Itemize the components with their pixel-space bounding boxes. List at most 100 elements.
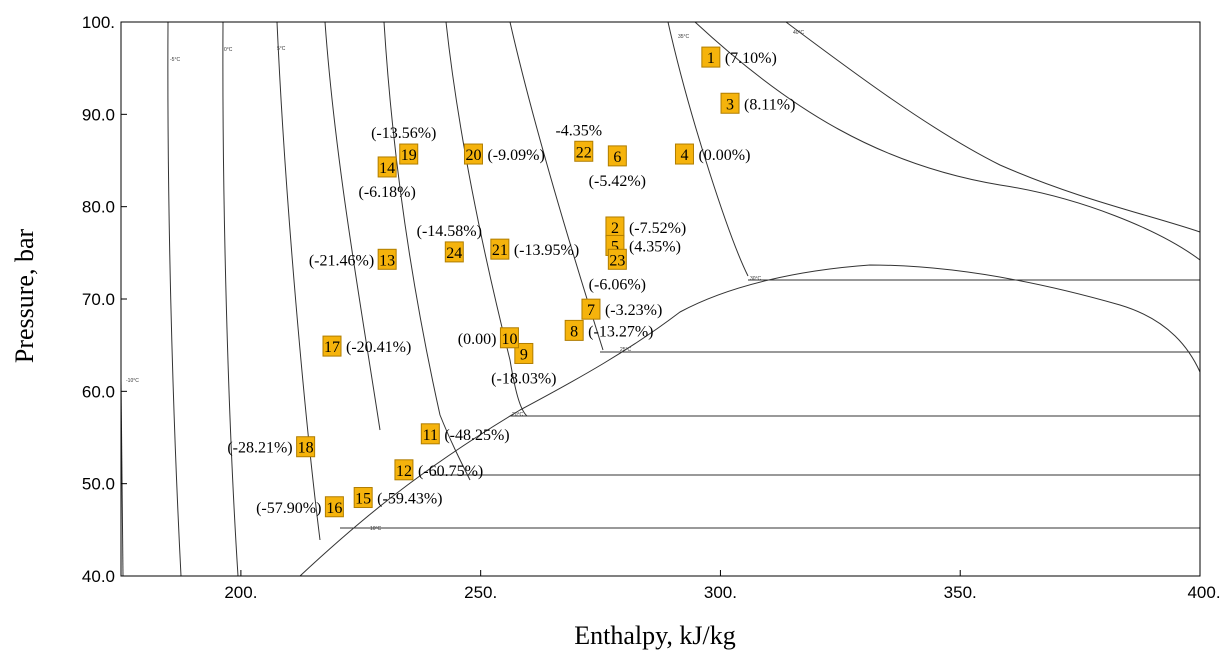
point-percentage-label: (0.00) bbox=[458, 331, 497, 348]
point-marker bbox=[607, 248, 627, 270]
y-tick-label: 40.0 bbox=[82, 567, 115, 586]
isotherm-label: 20°C bbox=[512, 412, 524, 418]
isotherm-label: 25°C bbox=[620, 347, 632, 353]
point-id-label: 9 bbox=[520, 346, 528, 363]
point-percentage-label: (-6.06%) bbox=[589, 276, 646, 293]
point-marker bbox=[674, 143, 694, 165]
point-percentage-label: (8.11%) bbox=[744, 96, 795, 113]
isotherm-line bbox=[667, 21, 749, 277]
isotherm-line bbox=[694, 21, 1201, 261]
data-point-13: 13 (-21.46%) bbox=[309, 248, 397, 270]
point-percentage-label: (-3.23%) bbox=[605, 302, 662, 319]
point-marker bbox=[322, 335, 342, 357]
point-marker bbox=[420, 423, 440, 445]
point-marker bbox=[377, 156, 397, 178]
point-id-label: 3 bbox=[726, 96, 734, 113]
data-point-23: 23 (-6.06%) bbox=[589, 248, 646, 293]
point-percentage-label: -4.35% bbox=[555, 122, 602, 139]
point-marker bbox=[499, 327, 519, 349]
point-percentage-label: (-6.18%) bbox=[358, 184, 415, 201]
point-id-label: 24 bbox=[446, 245, 462, 262]
data-point-12: 12 (-60.75%) bbox=[394, 459, 483, 481]
point-marker bbox=[463, 143, 483, 165]
isotherm-label: 0°C bbox=[224, 47, 233, 53]
data-point-6: 6 (-5.42%) bbox=[589, 145, 646, 190]
point-percentage-label: (-21.46%) bbox=[309, 252, 374, 269]
point-percentage-label: (-60.75%) bbox=[418, 463, 483, 480]
y-tick-label: 100. bbox=[82, 13, 115, 32]
point-id-label: 19 bbox=[401, 147, 417, 164]
y-tick-label: 70.0 bbox=[82, 290, 115, 309]
point-id-label: 23 bbox=[609, 252, 625, 269]
point-percentage-label: (-7.52%) bbox=[629, 220, 686, 237]
data-point-14: 14 (-6.18%) bbox=[358, 156, 416, 201]
data-points: 1 (7.10%) 2 (-7.52%) 3 (8.11%) 4 (0.00%) 5 (4.35%… bbox=[227, 46, 795, 518]
x-tick-label: 400. bbox=[1187, 583, 1220, 602]
point-percentage-label: (-5.42%) bbox=[589, 173, 646, 190]
data-point-3: 3 (8.11%) bbox=[720, 92, 795, 114]
point-id-label: 7 bbox=[587, 302, 595, 319]
point-id-label: 1 bbox=[707, 50, 715, 67]
data-point-20: 20 (-9.09%) bbox=[463, 143, 545, 165]
isotherm-label: 35°C bbox=[678, 34, 690, 40]
point-percentage-label: (-13.56%) bbox=[371, 125, 436, 142]
point-percentage-label: (-18.03%) bbox=[491, 370, 556, 387]
x-tick-label: 350. bbox=[944, 583, 977, 602]
data-point-18: 18 (-28.21%) bbox=[227, 436, 316, 458]
point-percentage-label: (-13.27%) bbox=[588, 323, 653, 340]
data-point-19: 19 (-13.56%) bbox=[371, 125, 436, 165]
point-id-label: 4 bbox=[680, 147, 688, 164]
point-id-label: 2 bbox=[611, 220, 619, 237]
point-marker bbox=[607, 145, 627, 167]
plot-frame bbox=[120, 21, 1201, 577]
point-id-label: 22 bbox=[576, 144, 592, 161]
isotherm-label: 5°C bbox=[277, 46, 286, 52]
data-point-15: 15 (-59.43%) bbox=[353, 487, 442, 509]
data-point-24: 24 (-14.58%) bbox=[417, 223, 482, 263]
data-point-2: 2 (-7.52%) bbox=[605, 216, 686, 238]
point-id-label: 5 bbox=[611, 238, 619, 255]
data-point-17: 17 (-20.41%) bbox=[322, 335, 411, 357]
point-marker bbox=[399, 143, 419, 165]
point-percentage-label: (-13.95%) bbox=[514, 242, 579, 259]
point-id-label: 18 bbox=[298, 440, 314, 457]
point-marker bbox=[581, 298, 601, 320]
point-id-label: 20 bbox=[465, 147, 481, 164]
y-tick-label: 60.0 bbox=[82, 382, 115, 401]
isotherm-line bbox=[324, 21, 381, 431]
point-id-label: 6 bbox=[613, 149, 621, 166]
isotherm-label: 10°C bbox=[370, 526, 382, 532]
point-id-label: 12 bbox=[396, 463, 412, 480]
isotherm-line bbox=[222, 21, 239, 577]
point-percentage-label: (4.35%) bbox=[629, 238, 681, 255]
data-point-4: 4 (0.00%) bbox=[674, 143, 750, 165]
isotherm-label: 30°C bbox=[750, 276, 762, 282]
data-point-9: 9 (-18.03%) bbox=[491, 342, 556, 387]
plot-border bbox=[120, 21, 1201, 577]
point-marker bbox=[324, 496, 344, 518]
y-tick-label: 90.0 bbox=[82, 105, 115, 124]
point-id-label: 17 bbox=[324, 339, 340, 356]
isotherm-curves: -5°C 0°C 5°C 10°C 20°C 25°C 30°C 35°C 40°C -10°C bbox=[120, 21, 1201, 577]
point-marker bbox=[353, 487, 373, 509]
point-percentage-label: (-14.58%) bbox=[417, 223, 482, 240]
data-point-1: 1 (7.10%) bbox=[701, 46, 777, 68]
data-point-7: 7 (-3.23%) bbox=[581, 298, 662, 320]
x-tick-label: 300. bbox=[704, 583, 737, 602]
point-percentage-label: (7.10%) bbox=[725, 50, 777, 67]
isotherm-label: 40°C bbox=[793, 30, 805, 36]
point-id-label: 13 bbox=[379, 252, 395, 269]
isotherm-line bbox=[785, 21, 1201, 233]
isotherm-label: -10°C bbox=[126, 378, 139, 384]
point-marker bbox=[296, 436, 316, 458]
x-tick-label: 250. bbox=[464, 583, 497, 602]
point-marker bbox=[394, 459, 414, 481]
data-point-11: 11 (-48.25%) bbox=[420, 423, 510, 445]
point-percentage-label: (-9.09%) bbox=[487, 147, 544, 164]
point-percentage-label: (-48.25%) bbox=[444, 427, 509, 444]
isotherm-line bbox=[299, 264, 1201, 577]
point-marker bbox=[720, 92, 740, 114]
data-point-22: 22 -4.35% bbox=[555, 122, 602, 162]
isotherm-line bbox=[383, 21, 471, 481]
